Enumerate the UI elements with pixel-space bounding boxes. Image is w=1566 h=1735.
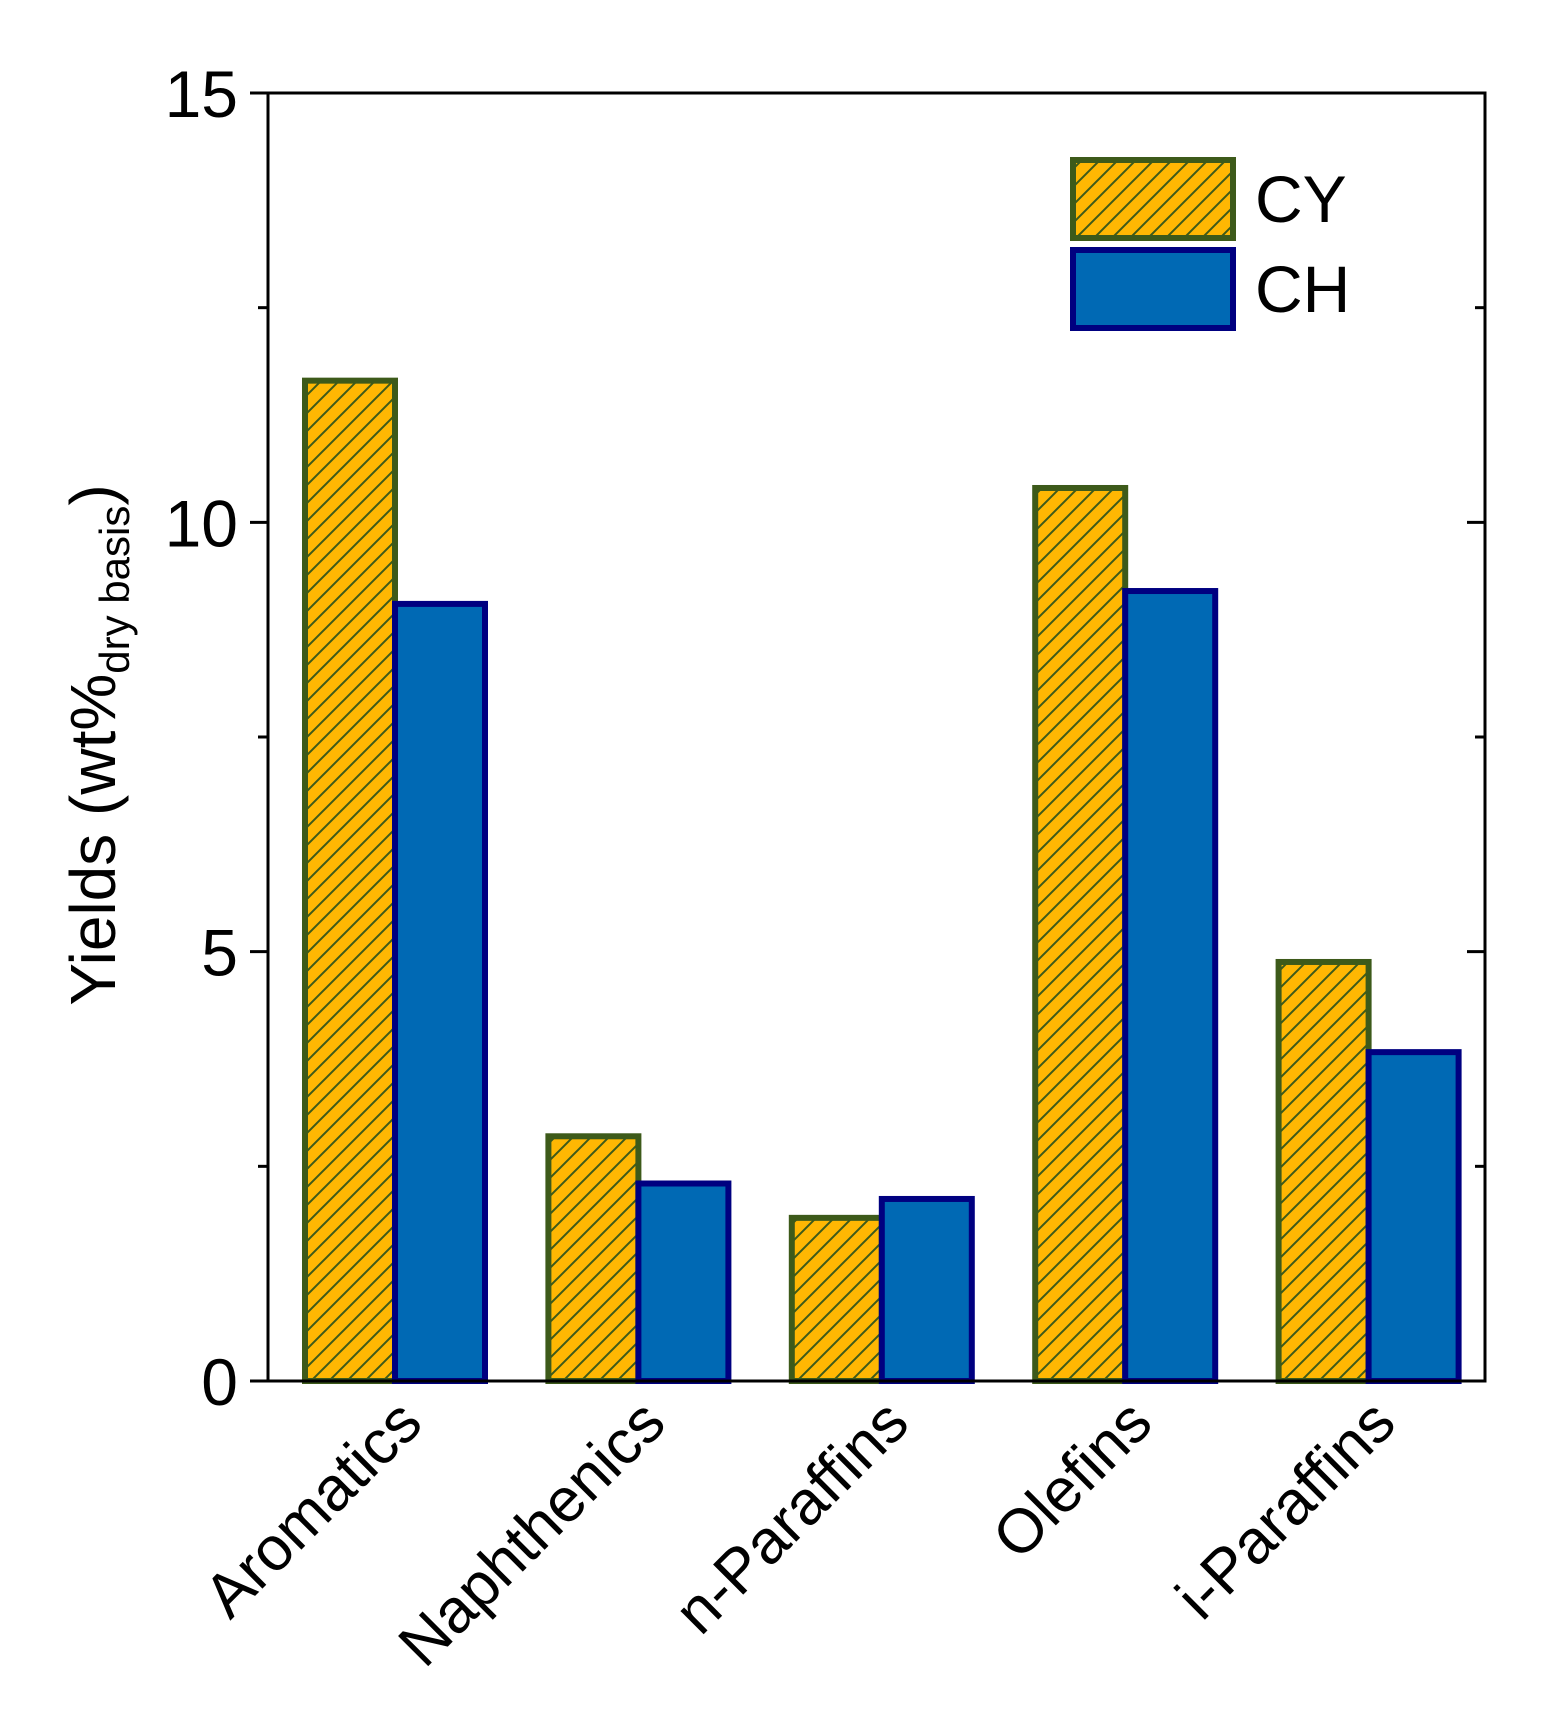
y-tick-label: 15 — [165, 57, 238, 131]
bar-cy-n-paraffins — [788, 1214, 885, 1385]
y-axis-label-close: ) — [57, 484, 129, 505]
bar-ch-i-paraffins — [1365, 1049, 1462, 1384]
bar-ch-naphthenics — [635, 1180, 732, 1385]
legend: CY CH — [1070, 157, 1350, 331]
bar-cy-i-paraffins — [1275, 958, 1372, 1384]
y-axis-label-main: Yields (wt% — [57, 674, 129, 1006]
bars-layer — [302, 377, 1462, 1385]
legend-swatch-cy — [1070, 157, 1236, 241]
x-tick-label: Aromatics — [191, 1387, 435, 1631]
bar-ch-aromatics — [392, 600, 488, 1384]
y-tick-label: 10 — [165, 486, 238, 560]
legend-swatch-ch — [1070, 247, 1236, 331]
bar-ch-olefins — [1122, 588, 1219, 1384]
y-axis-ticks: 0 5 10 15 — [165, 57, 1485, 1419]
legend-label-cy: CY — [1255, 162, 1347, 236]
bar-cy-olefins — [1032, 484, 1129, 1384]
x-tick-label: i-Paraffins — [1163, 1387, 1408, 1632]
y-tick-label: 0 — [201, 1345, 238, 1419]
x-tick-label: Olefins — [980, 1387, 1165, 1572]
legend-label-ch: CH — [1255, 252, 1350, 326]
y-axis-label: Yields (wt%dry basis) — [57, 484, 138, 1005]
y-axis-label-subscript: dry basis — [91, 506, 138, 674]
bar-ch-n-paraffins — [878, 1195, 975, 1384]
bar-cy-aromatics — [302, 377, 398, 1384]
y-tick-label: 5 — [201, 916, 238, 990]
x-tick-label: n-Paraffins — [662, 1387, 922, 1647]
bar-cy-naphthenics — [545, 1133, 642, 1385]
